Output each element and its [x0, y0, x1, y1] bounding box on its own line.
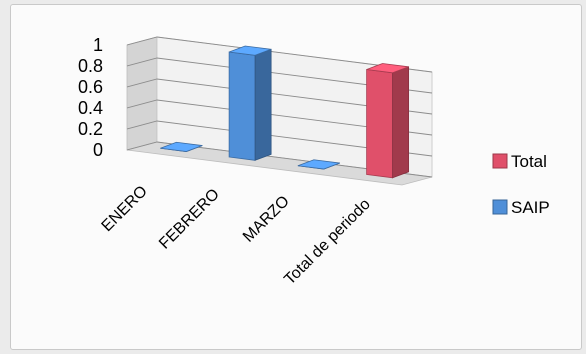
y-tick-label: 0.6	[78, 77, 103, 97]
bar-side	[254, 48, 272, 161]
gridline	[126, 36, 433, 73]
bar-top	[228, 45, 272, 56]
bar-top	[366, 63, 409, 74]
y-tick-label: 0	[93, 140, 103, 160]
bar	[366, 63, 410, 179]
x-tick-label: MARZO	[240, 193, 293, 246]
gridline	[126, 120, 433, 157]
gridline	[126, 141, 433, 178]
gridline	[126, 78, 433, 115]
bar	[160, 141, 203, 152]
legend-swatch	[492, 153, 508, 169]
y-tick-label: 0.8	[78, 56, 103, 76]
y-tick-label: 0.4	[78, 98, 103, 118]
bar-top	[160, 141, 203, 152]
legend-label: Total	[511, 152, 547, 171]
bar	[297, 159, 341, 170]
y-tick-label: 1	[93, 35, 103, 55]
bar-front	[228, 51, 256, 161]
x-tick-label: ENERO	[99, 183, 151, 235]
legend-swatch	[492, 199, 508, 215]
legend-label: SAIP	[511, 198, 550, 217]
gridline	[126, 57, 433, 94]
x-tick-label: Total de periodo	[281, 196, 374, 289]
bar-side	[392, 66, 410, 179]
y-tick-label: 0.2	[78, 119, 103, 139]
bar-front	[366, 69, 394, 179]
side-wall	[126, 36, 158, 151]
x-tick-label: FEBRERO	[156, 186, 223, 253]
gridline	[126, 99, 433, 136]
bar-top	[297, 159, 341, 170]
bar	[228, 45, 272, 161]
